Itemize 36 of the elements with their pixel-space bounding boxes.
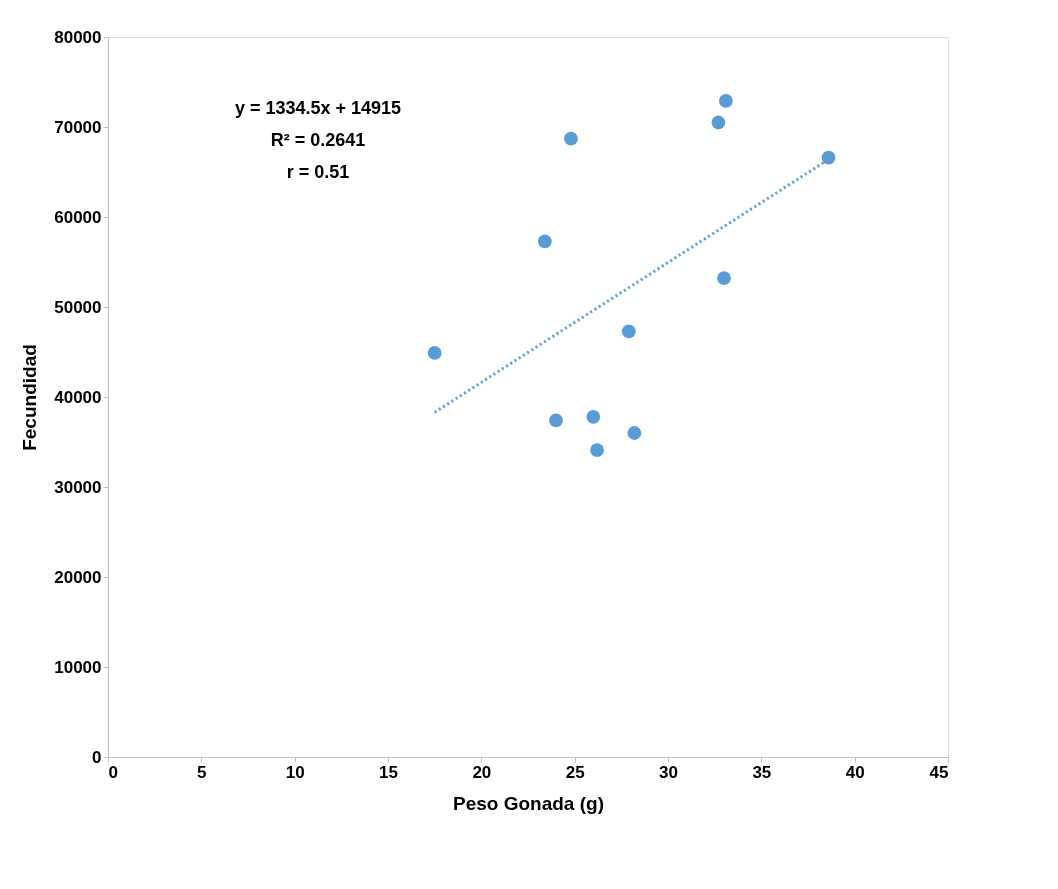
x-tick-label: 40: [845, 762, 865, 782]
annotation: y = 1334.5x + 14915: [234, 98, 402, 118]
x-tick-label: 20: [472, 762, 492, 782]
y-tick-label: 0: [92, 747, 102, 767]
x-tick-label: 0: [108, 762, 118, 782]
x-tick-label: 10: [285, 762, 305, 782]
point: [718, 94, 733, 108]
point: [590, 443, 604, 457]
y-tick-label: 40000: [54, 387, 102, 407]
point: [627, 426, 642, 440]
x-axis-title: Peso Gonada (g): [453, 792, 604, 814]
x-tick-label: 15: [379, 762, 398, 782]
point: [427, 346, 442, 360]
x-tick-label: 30: [659, 762, 678, 782]
x-tick-label: 45: [929, 762, 949, 782]
y-tick-label: 30000: [54, 477, 102, 497]
point: [586, 409, 601, 424]
annotation: r = 0.51: [286, 162, 350, 182]
y-tick-label: 70000: [54, 117, 102, 137]
y-tick-label: 50000: [54, 297, 102, 317]
point: [821, 150, 836, 165]
point: [564, 131, 578, 146]
y-axis-title: Fecundidad: [19, 344, 41, 451]
y-tick-label: 60000: [54, 207, 102, 227]
annotation: R² = 0.2641: [270, 130, 366, 150]
point: [549, 413, 563, 428]
point: [537, 234, 552, 249]
x-tick-label: 5: [197, 762, 207, 782]
x-tick-label: 35: [752, 762, 772, 782]
point: [711, 115, 726, 130]
point: [717, 271, 731, 286]
x-tick-label: 25: [565, 762, 585, 782]
point: [621, 324, 636, 339]
y-tick-label: 10000: [54, 657, 102, 677]
y-tick-label: 20000: [54, 567, 102, 587]
y-tick-label: 80000: [54, 27, 102, 47]
